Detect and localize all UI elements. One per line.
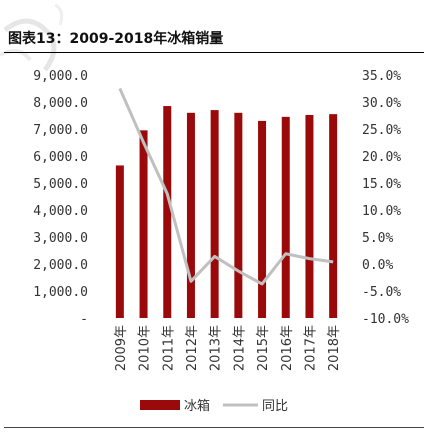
bar-series: [115, 106, 338, 319]
right-tick-label: 20.0%: [362, 150, 401, 165]
right-tick-label: -5.0%: [362, 285, 401, 300]
right-tick-label: 5.0%: [362, 231, 393, 246]
x-axis-labels: 2009年 2010年 2011年 2012年 2013年 2014年 2015年 2016年…: [114, 325, 342, 371]
left-axis-ticks: 9,000.0 8,000.0 7,000.0 6,000.0 5,000.0 4,000…: [33, 69, 88, 327]
left-tick-label: 9,000.0: [33, 69, 88, 84]
title-divider: [4, 52, 424, 53]
bar: [329, 114, 338, 319]
bar: [234, 112, 243, 318]
bottom-divider: [4, 427, 424, 428]
left-tick-label: 4,000.0: [33, 204, 88, 219]
bar: [305, 114, 314, 319]
x-tick-label: 2012年: [185, 325, 200, 371]
x-tick-label: 2010年: [138, 325, 153, 371]
left-tick-label: 3,000.0: [33, 231, 88, 246]
left-tick-label: 1,000.0: [33, 285, 88, 300]
bar: [115, 165, 124, 318]
bar: [139, 130, 148, 318]
legend: 冰箱 同比: [140, 398, 288, 414]
x-tick-label: 2017年: [303, 325, 318, 371]
x-tick-label: 2014年: [232, 325, 247, 371]
x-tick-label: 2009年: [114, 325, 129, 371]
x-tick-label: 2013年: [209, 325, 224, 371]
right-tick-label: 15.0%: [362, 177, 401, 192]
bar: [163, 106, 172, 318]
right-tick-label: 10.0%: [362, 204, 401, 219]
right-tick-label: 25.0%: [362, 123, 401, 138]
bar: [186, 112, 195, 318]
left-tick-label: 6,000.0: [33, 150, 88, 165]
right-tick-label: 0.0%: [362, 258, 393, 273]
legend-label-line: 同比: [262, 399, 288, 414]
line-series: [118, 87, 334, 286]
right-tick-label: 30.0%: [362, 96, 401, 111]
x-tick-label: 2016年: [280, 325, 295, 371]
x-tick-label: 2011年: [161, 325, 176, 371]
watermark-swirl: [0, 0, 80, 90]
chart-title: 图表13：2009-2018年冰箱销量: [8, 31, 224, 47]
left-tick-label: 2,000.0: [33, 258, 88, 273]
right-tick-label: 35.0%: [362, 69, 401, 84]
x-tick-label: 2015年: [256, 325, 271, 371]
left-tick-label: 5,000.0: [33, 177, 88, 192]
right-axis-ticks: 35.0% 30.0% 25.0% 20.0% 15.0% 10.0% 5.0% 0.0% -5…: [362, 69, 409, 327]
x-tick-label: 2018年: [327, 325, 342, 371]
yoy-line: [118, 87, 334, 286]
legend-bar-swatch: [140, 400, 180, 410]
left-tick-label: 8,000.0: [33, 96, 88, 111]
bar: [281, 116, 290, 318]
left-tick-label: -: [80, 312, 88, 327]
legend-label-bar: 冰箱: [184, 398, 210, 414]
left-tick-label: 7,000.0: [33, 123, 88, 138]
bar: [210, 110, 219, 318]
right-tick-label: -10.0%: [362, 312, 409, 327]
bar: [258, 120, 267, 319]
